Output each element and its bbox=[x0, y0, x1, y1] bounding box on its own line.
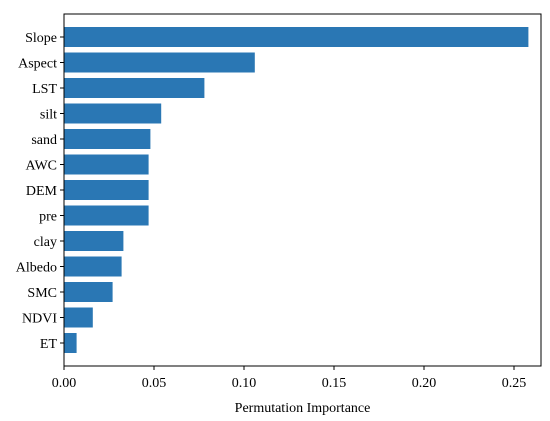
y-ticks-layer: Slope Aspect LST silt sand AWC DEM pre clay Albed… bbox=[16, 31, 64, 352]
y-tick-label-pre: pre bbox=[39, 210, 57, 225]
y-tick-label-ndvi: NDVI bbox=[22, 312, 57, 327]
bar-sand bbox=[64, 129, 151, 149]
x-tick-label: 0.00 bbox=[52, 376, 77, 391]
plot-frame bbox=[63, 13, 542, 367]
y-tick-label-clay: clay bbox=[34, 235, 57, 250]
y-tick-label-lst: LST bbox=[32, 82, 57, 97]
y-tick-label-awc: AWC bbox=[25, 159, 57, 174]
y-tick-label-dem: DEM bbox=[26, 184, 58, 199]
y-tick-label-et: ET bbox=[40, 337, 58, 352]
bar-awc bbox=[64, 154, 149, 175]
x-tick-label: 0.20 bbox=[412, 376, 437, 391]
x-tick-label: 0.25 bbox=[502, 376, 527, 391]
bar-albedo bbox=[64, 256, 122, 277]
y-tick-label-silt: silt bbox=[40, 108, 57, 123]
bar-lst bbox=[64, 78, 205, 98]
x-axis-title: Permutation Importance bbox=[235, 401, 371, 416]
bar-slope bbox=[64, 27, 529, 47]
y-tick-label-albedo: Albedo bbox=[16, 261, 57, 276]
bar-ndvi bbox=[64, 307, 93, 328]
y-tick-label-smc: SMC bbox=[27, 286, 57, 301]
bar-aspect bbox=[64, 52, 255, 73]
bars-layer bbox=[64, 27, 529, 353]
bar-dem bbox=[64, 180, 149, 200]
y-tick-label-sand: sand bbox=[31, 133, 57, 148]
x-tick-label: 0.10 bbox=[232, 376, 257, 391]
bar-clay bbox=[64, 231, 124, 251]
bar-smc bbox=[64, 282, 113, 302]
x-tick-label: 0.05 bbox=[142, 376, 167, 391]
bar-silt bbox=[64, 103, 162, 124]
y-tick-label-aspect: Aspect bbox=[18, 57, 57, 72]
x-tick-label: 0.15 bbox=[322, 376, 347, 391]
bar-et bbox=[64, 333, 77, 353]
y-tick-label-slope: Slope bbox=[25, 31, 57, 46]
bar-pre bbox=[64, 205, 149, 226]
x-ticks-layer: 0.00 0.05 0.10 0.15 0.20 0.25 bbox=[52, 366, 527, 391]
